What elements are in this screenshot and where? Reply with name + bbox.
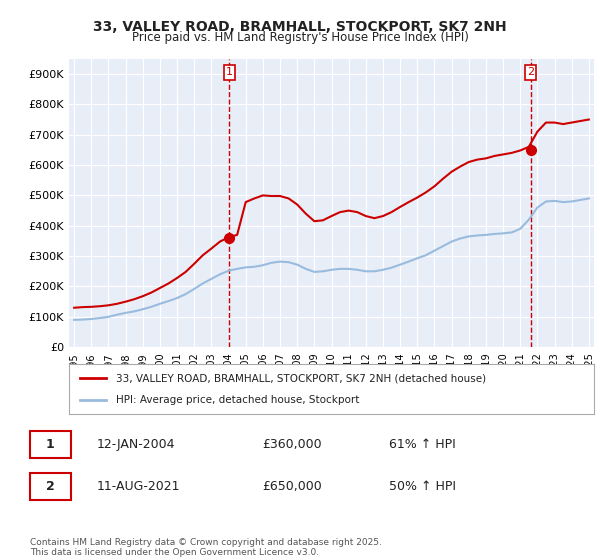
Text: 2: 2 — [527, 67, 534, 77]
Text: 11-AUG-2021: 11-AUG-2021 — [96, 479, 180, 493]
Text: £360,000: £360,000 — [262, 437, 322, 451]
Text: HPI: Average price, detached house, Stockport: HPI: Average price, detached house, Stoc… — [116, 395, 359, 405]
FancyBboxPatch shape — [30, 431, 71, 458]
Text: 33, VALLEY ROAD, BRAMHALL, STOCKPORT, SK7 2NH (detached house): 33, VALLEY ROAD, BRAMHALL, STOCKPORT, SK… — [116, 373, 487, 383]
FancyBboxPatch shape — [30, 473, 71, 500]
Text: 2: 2 — [46, 479, 55, 493]
Text: 1: 1 — [226, 67, 233, 77]
Text: Contains HM Land Registry data © Crown copyright and database right 2025.
This d: Contains HM Land Registry data © Crown c… — [30, 538, 382, 557]
Text: 61% ↑ HPI: 61% ↑ HPI — [389, 437, 455, 451]
Text: Price paid vs. HM Land Registry's House Price Index (HPI): Price paid vs. HM Land Registry's House … — [131, 31, 469, 44]
Text: 1: 1 — [46, 437, 55, 451]
Text: 12-JAN-2004: 12-JAN-2004 — [96, 437, 175, 451]
Text: £650,000: £650,000 — [262, 479, 322, 493]
Text: 50% ↑ HPI: 50% ↑ HPI — [389, 479, 456, 493]
Text: 33, VALLEY ROAD, BRAMHALL, STOCKPORT, SK7 2NH: 33, VALLEY ROAD, BRAMHALL, STOCKPORT, SK… — [93, 20, 507, 34]
